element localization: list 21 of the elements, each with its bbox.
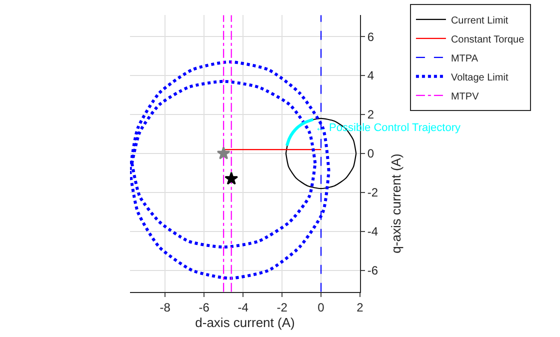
legend-label: MTPV xyxy=(450,91,480,102)
line-series xyxy=(285,118,315,148)
legend-label: MTPA xyxy=(450,53,478,64)
y-axis-title: q-axis current (A) xyxy=(388,154,404,254)
y-tick-label: -4 xyxy=(367,224,378,239)
y-tick-label: 6 xyxy=(367,30,374,44)
x-axis-title: d-axis current (A) xyxy=(195,314,295,330)
y-tick-label: 4 xyxy=(367,68,374,83)
x-tick-label: -4 xyxy=(238,300,249,314)
y-tick-label: 2 xyxy=(367,108,374,122)
x-tick-label: 0 xyxy=(318,300,325,314)
y-tick-label: -6 xyxy=(367,264,378,278)
y-tick-label: 0 xyxy=(367,146,374,161)
x-tick-label: -6 xyxy=(198,300,210,314)
x-tick-label: -8 xyxy=(160,300,171,314)
y-tick-label: -2 xyxy=(367,186,378,200)
x-tick-label: 2 xyxy=(356,300,364,314)
x-tick-label: -2 xyxy=(276,300,288,314)
legend-label: Constant Torque xyxy=(450,34,525,46)
legend-label: Voltage Limit xyxy=(450,72,508,84)
legend-label: Current Limit xyxy=(450,15,508,26)
